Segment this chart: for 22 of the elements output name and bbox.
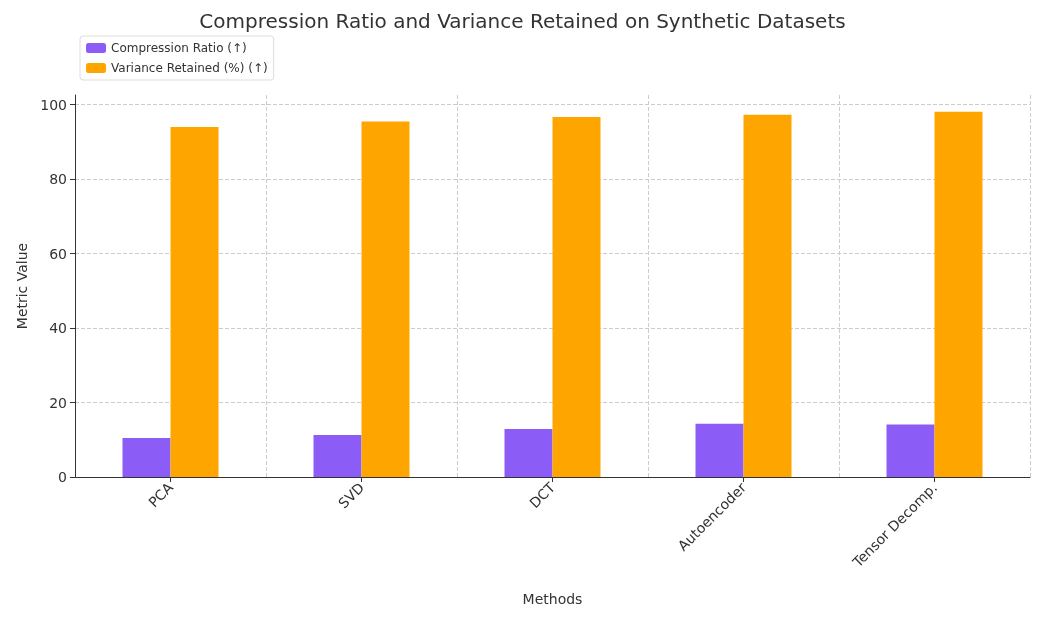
- bar: [313, 434, 362, 477]
- legend-label: Variance Retained (%) (↑): [111, 61, 268, 75]
- y-tick-label: 20: [49, 394, 67, 411]
- bar: [361, 121, 410, 477]
- bar: [743, 114, 792, 477]
- x-tick-label: PCA: [145, 479, 177, 511]
- bar: [552, 116, 601, 477]
- y-tick-label: 0: [58, 469, 67, 485]
- bar: [170, 127, 219, 477]
- bar: [122, 437, 171, 477]
- legend-label: Compression Ratio (↑): [111, 41, 247, 55]
- chart-title: Compression Ratio and Variance Retained on Synthetic Datasets: [199, 9, 846, 33]
- y-tick-label: 80: [49, 171, 67, 188]
- y-tick-label: 40: [49, 320, 67, 337]
- bar: [504, 428, 553, 477]
- x-axis-title: Methods: [522, 591, 583, 607]
- y-tick-label: 100: [40, 96, 67, 113]
- bar: [886, 424, 935, 477]
- y-tick-label: 60: [49, 245, 67, 262]
- y-axis-title: Metric Value: [14, 242, 31, 330]
- bar: [695, 423, 744, 477]
- bar: [934, 111, 983, 477]
